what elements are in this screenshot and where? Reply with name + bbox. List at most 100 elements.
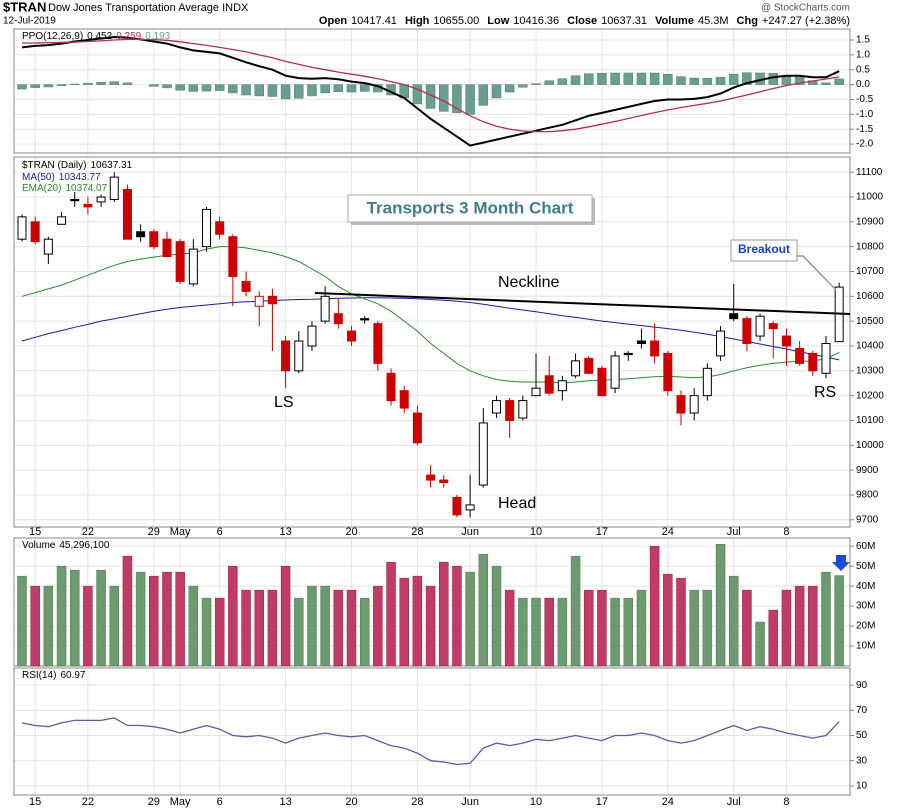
- title-box: [347, 194, 593, 223]
- volume-bar: [228, 565, 238, 667]
- histogram-bar: [96, 81, 106, 85]
- x-tick-label: May: [170, 796, 191, 808]
- histogram-bar: [465, 84, 475, 115]
- rsi-panel: [13, 667, 851, 796]
- y-tick-label: 11000: [856, 192, 884, 203]
- volume-bar: [755, 621, 765, 667]
- volume-bar: [373, 585, 383, 667]
- histogram-bar: [439, 84, 449, 112]
- legend-value: 0.452: [87, 31, 112, 42]
- candle-body: [544, 375, 554, 394]
- histogram-bar: [56, 84, 67, 87]
- legend: RSI(14) 60.97: [22, 670, 86, 681]
- legend: Volume 45,296,100: [22, 540, 110, 551]
- candle-body: [96, 196, 106, 203]
- candle-body: [241, 280, 251, 292]
- volume-bar: [30, 585, 40, 667]
- candle-body: [808, 352, 818, 372]
- candle-body: [215, 221, 225, 235]
- x-tick-label: 8: [783, 796, 789, 808]
- candle-body: [109, 176, 119, 200]
- legend-value: 10637.31: [90, 160, 132, 171]
- histogram-bar: [742, 72, 752, 85]
- candle-body: [584, 357, 594, 374]
- quote-label: Close: [567, 15, 597, 27]
- candle-body: [465, 504, 475, 511]
- histogram-bar: [478, 84, 489, 106]
- volume-bar: [623, 597, 634, 667]
- y-tick-label: 90: [856, 680, 868, 691]
- volume-bar: [346, 589, 357, 667]
- legend-value: 0.259: [116, 31, 141, 42]
- candle-body: [768, 323, 778, 330]
- legend: MA(50) 10343.77: [22, 172, 101, 183]
- x-tick-label: 24: [662, 796, 674, 808]
- candle-body: [254, 295, 264, 307]
- candle-body: [267, 295, 277, 305]
- candle-body: [347, 330, 356, 342]
- volume-bar: [689, 589, 699, 667]
- candle-body: [491, 400, 501, 414]
- candle-body: [333, 313, 343, 325]
- x-tick-label: 22: [82, 526, 94, 538]
- volume-bar: [728, 575, 739, 667]
- candle-body: [228, 236, 238, 277]
- ppo-panel: [13, 28, 851, 154]
- volume-bar: [636, 589, 647, 667]
- quote: Open 10417.41 High 10655.00 Low 10416.36 Close…: [319, 15, 850, 27]
- y-tick-label: 10M: [856, 641, 875, 652]
- candle-body: [426, 474, 436, 481]
- legend-value: 10343.77: [59, 172, 101, 183]
- candle-body: [360, 318, 370, 321]
- x-tick-label: 15: [29, 796, 41, 808]
- x-tick-label: 17: [596, 796, 608, 808]
- candle-body: [175, 241, 185, 282]
- candle-body: [702, 367, 712, 397]
- volume-bar: [188, 585, 199, 667]
- legend-value: 0.193: [145, 31, 170, 42]
- volume-bar: [649, 545, 660, 667]
- volume-bar: [518, 597, 528, 667]
- quote-value: 45.3M: [698, 15, 729, 27]
- x-tick-label: Jul: [727, 526, 741, 538]
- breakout-box: [730, 239, 798, 262]
- quote-label: High: [405, 15, 430, 27]
- quote-value: 10416.36: [513, 15, 559, 27]
- volume-bar: [425, 585, 436, 667]
- volume-bar: [294, 597, 304, 667]
- histogram-bar: [320, 84, 330, 94]
- legend-name: PPO(12,26,9): [22, 31, 83, 42]
- x-tick-label: 8: [783, 526, 789, 538]
- histogram-bar: [663, 73, 673, 85]
- histogram-bar: [307, 84, 317, 97]
- histogram-bar: [188, 84, 199, 92]
- legend: PPO(12,26,9) 0.452 0.259 0.193: [22, 31, 171, 42]
- quote-label: Open: [319, 15, 347, 27]
- volume-bar: [83, 585, 93, 667]
- candle-body: [70, 198, 80, 202]
- x-tick-label: 10: [530, 526, 542, 538]
- date: 12-Jul-2019: [3, 16, 56, 27]
- volume-bar: [583, 589, 594, 667]
- candle-body: [821, 342, 831, 374]
- candle-body: [663, 352, 673, 392]
- histogram-bar: [254, 84, 264, 97]
- y-tick-label: 9800: [856, 490, 879, 501]
- histogram-bar: [228, 84, 238, 94]
- volume-bar: [794, 585, 805, 667]
- volume-bar: [69, 569, 80, 667]
- histogram-bar: [557, 78, 568, 85]
- histogram-bar: [676, 76, 686, 85]
- volume-bar: [122, 555, 133, 667]
- y-tick-label: 10700: [856, 266, 884, 277]
- legend: EMA(20) 10374.07: [22, 183, 108, 194]
- volume-bar: [465, 571, 475, 667]
- histogram-bar: [359, 84, 370, 92]
- x-tick-label: 28: [411, 526, 423, 538]
- legend-name: $TRAN (Daily): [22, 160, 86, 171]
- candle-body: [412, 412, 422, 444]
- candle-body: [57, 216, 67, 225]
- candle-body: [689, 395, 699, 414]
- histogram-bar: [109, 81, 120, 85]
